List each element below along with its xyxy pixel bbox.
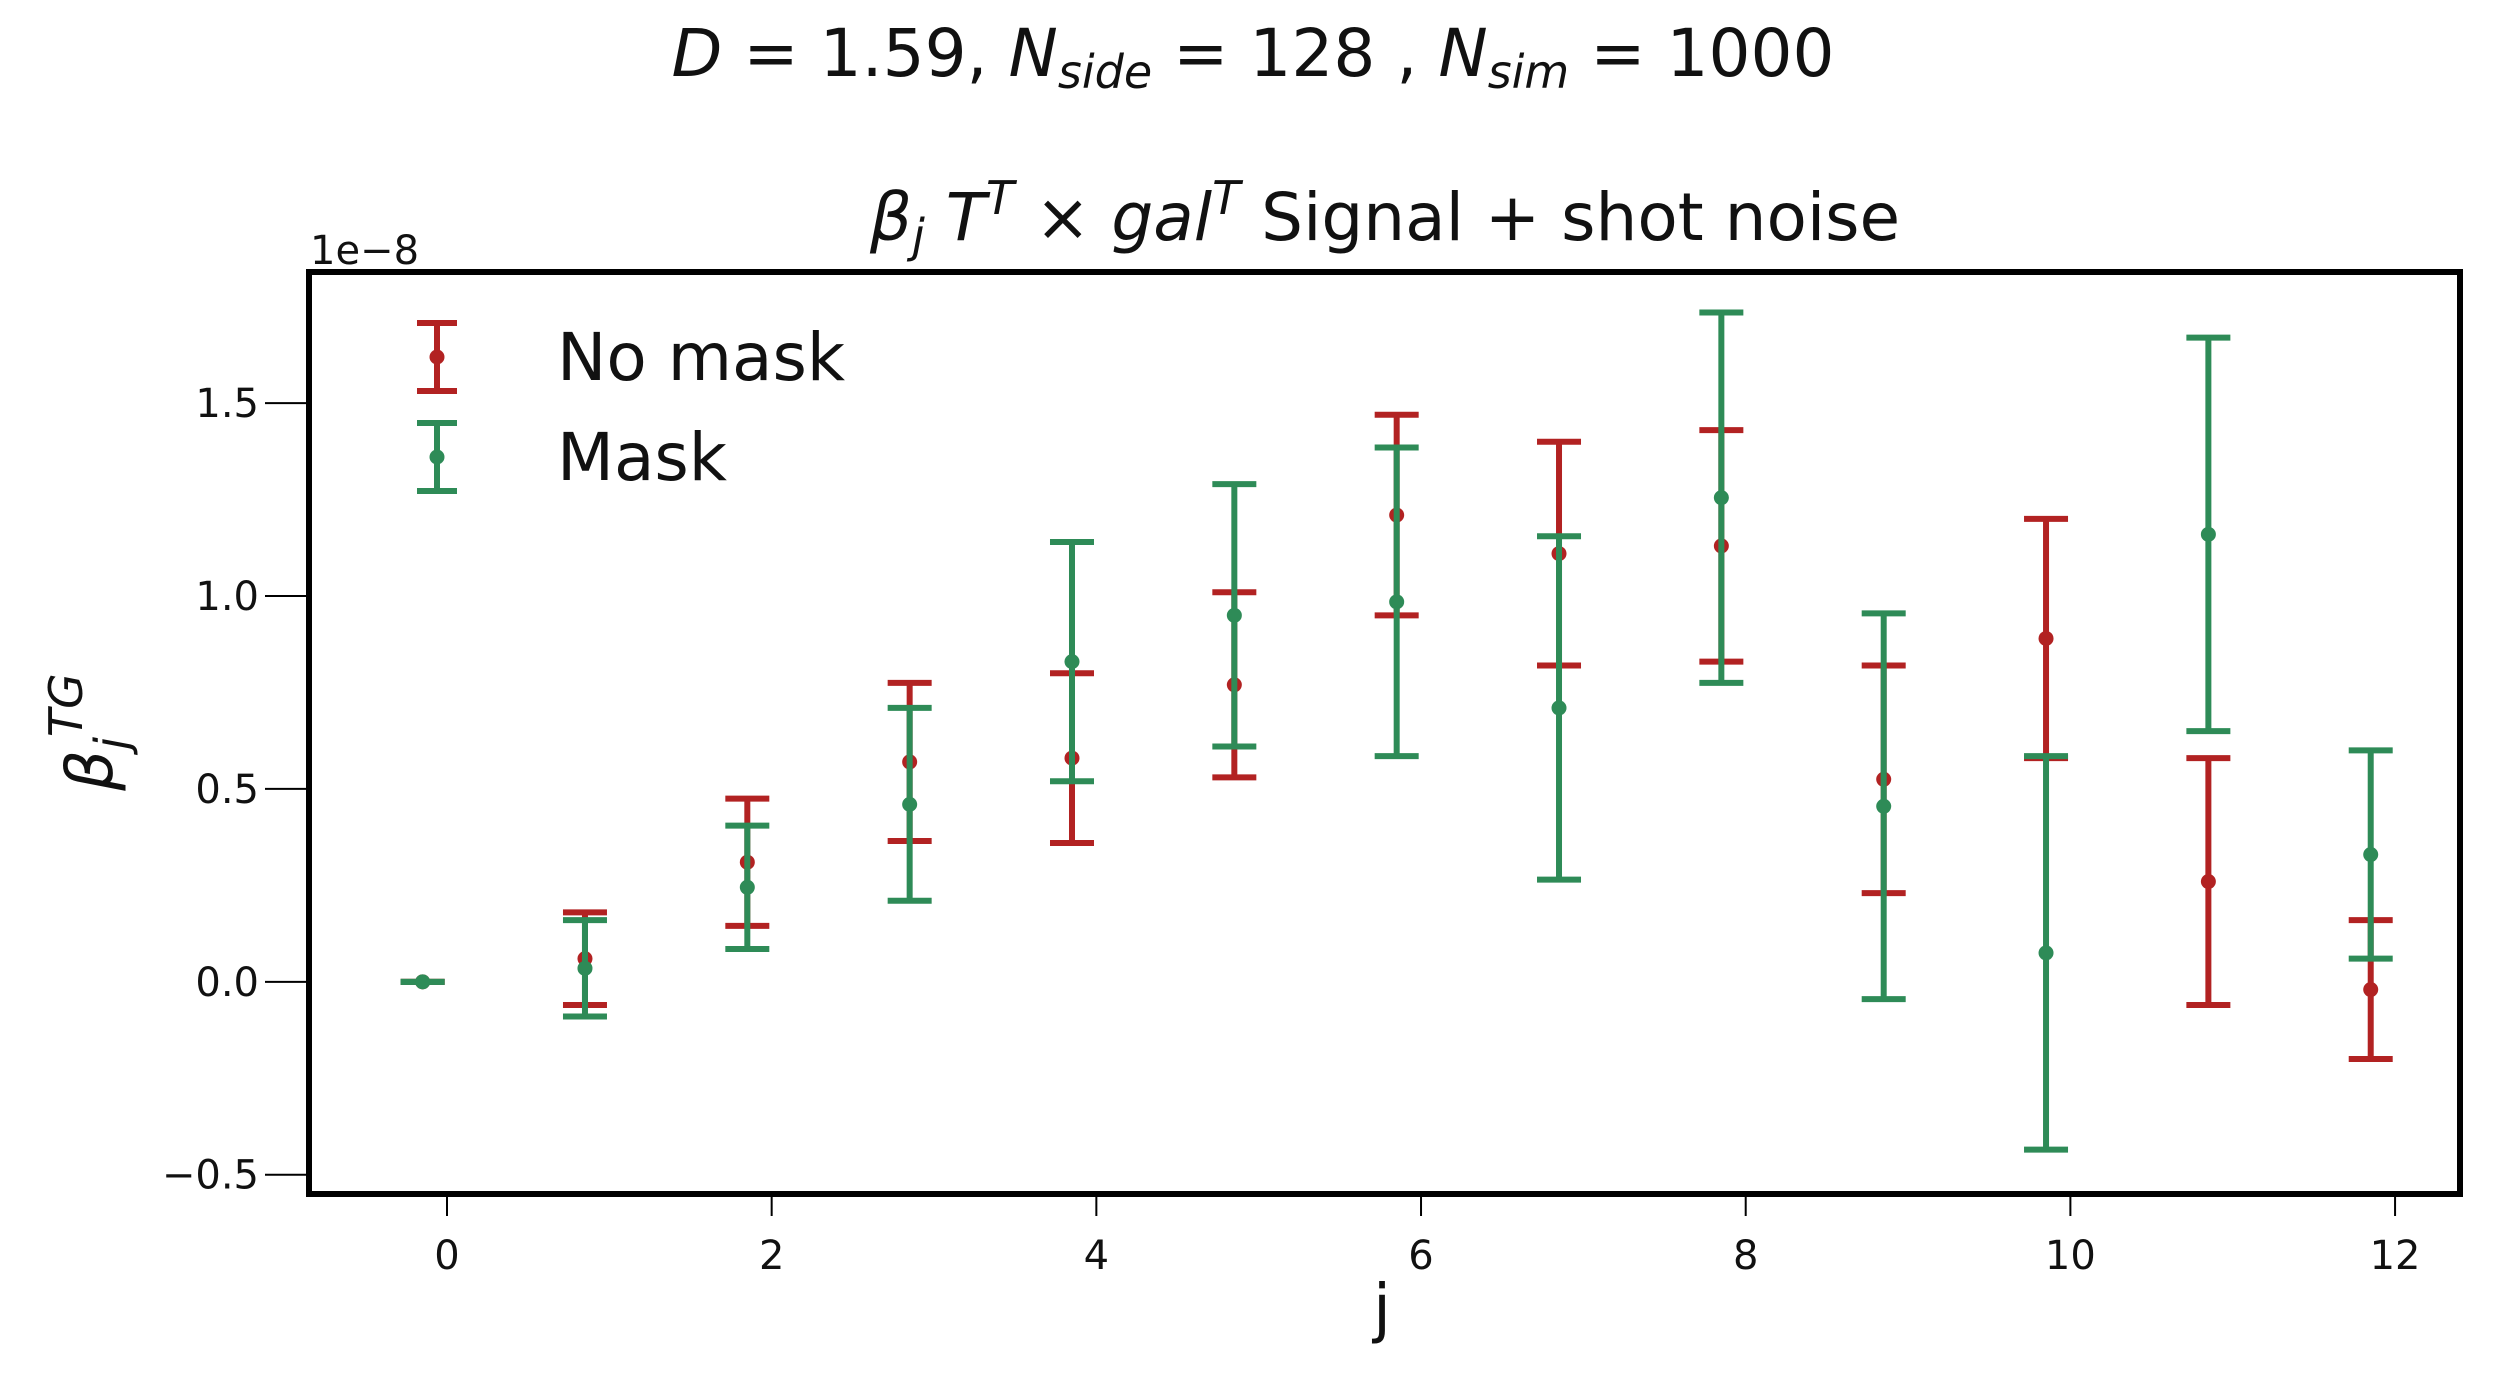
chart-suptitle: D = 1.59, Nside = 128 , Nsim = 1000 <box>672 15 1835 99</box>
data-point <box>2038 630 2054 646</box>
y-offset-text: 1e−8 <box>310 228 419 274</box>
legend-label: Mask <box>557 419 728 496</box>
x-tick-label: 2 <box>759 1233 784 1279</box>
legend-label: No mask <box>557 319 846 396</box>
y-tick-label: 1.0 <box>195 574 259 620</box>
legend-marker <box>429 449 445 465</box>
x-tick-label: 8 <box>1733 1233 1758 1279</box>
y-tick-label: 1.5 <box>195 381 259 427</box>
data-point <box>1389 594 1405 610</box>
plot-frame <box>306 269 2463 1197</box>
data-point <box>2200 526 2216 542</box>
x-tick-label: 4 <box>1084 1233 1109 1279</box>
title-plain-text: Signal + shot noise <box>1261 179 1900 256</box>
data-point <box>415 974 431 990</box>
data-point <box>739 879 755 895</box>
y-tick-label: 0.5 <box>195 767 259 813</box>
y-tick-label: −0.5 <box>162 1153 259 1199</box>
data-point <box>577 960 593 976</box>
data-point <box>1876 798 1892 814</box>
axis-ticks: 0 2 4 6 8 10 12 −0.5 0.0 0.5 1.0 1.5 <box>162 381 2421 1279</box>
y-tick-label: 0.0 <box>195 960 259 1006</box>
y-axis-label: βjTG <box>39 673 139 791</box>
x-tick-label: 10 <box>2045 1233 2096 1279</box>
data-point <box>1064 654 1080 670</box>
data-point <box>2363 982 2379 998</box>
data-point <box>902 796 918 812</box>
data-point <box>2200 874 2216 890</box>
svg-text:βjTG: βjTG <box>39 673 139 791</box>
data-point <box>1226 607 1242 623</box>
x-tick-label: 0 <box>434 1233 459 1279</box>
chart-title: βj TT × galT Signal + shot noise <box>869 171 1900 263</box>
legend: No mask Mask <box>417 319 846 496</box>
data-point <box>2038 945 2054 961</box>
x-tick-label: 12 <box>2370 1233 2421 1279</box>
data-layer <box>400 309 2393 1153</box>
x-axis-label: j <box>1371 1272 1391 1346</box>
data-point <box>1713 490 1729 506</box>
data-point <box>1551 700 1567 716</box>
series-mask <box>400 309 2393 1153</box>
legend-entry: No mask <box>417 319 846 396</box>
legend-entry: Mask <box>417 419 728 496</box>
data-point <box>2363 847 2379 863</box>
x-tick-label: 6 <box>1408 1233 1433 1279</box>
legend-marker <box>429 349 445 365</box>
